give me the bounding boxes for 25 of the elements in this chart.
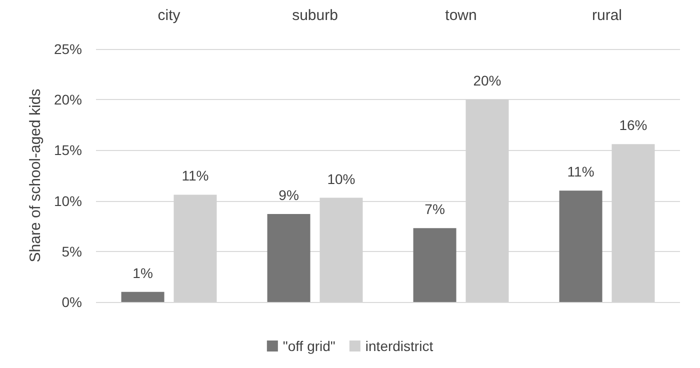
legend-label: "off grid" <box>282 338 336 354</box>
data-label: 11% <box>182 168 209 184</box>
x-tick-label: city <box>158 7 181 24</box>
bar <box>121 292 164 302</box>
y-tick-label: 0% <box>62 294 82 310</box>
data-label: 7% <box>424 201 445 218</box>
bar <box>559 190 602 302</box>
bar <box>267 214 310 302</box>
legend-label: interdistrict <box>365 338 434 354</box>
x-tick-label: rural <box>592 7 622 24</box>
y-tick-label: 20% <box>54 92 82 108</box>
y-tick-label: 25% <box>54 41 82 57</box>
data-label: 1% <box>132 264 153 281</box>
bar <box>413 228 456 302</box>
x-tick-label: town <box>445 7 477 24</box>
y-tick-label: 15% <box>54 142 82 158</box>
data-label: 20% <box>473 72 502 89</box>
y-tick-label: 5% <box>62 243 82 260</box>
y-axis-title: Share of school-aged kids <box>27 88 44 262</box>
data-label: 10% <box>327 170 356 187</box>
x-tick-label: suburb <box>292 7 338 24</box>
data-label: 11% <box>567 164 594 180</box>
y-tick-label: 10% <box>54 192 82 209</box>
data-label: 16% <box>619 117 648 134</box>
data-label: 9% <box>278 186 299 203</box>
